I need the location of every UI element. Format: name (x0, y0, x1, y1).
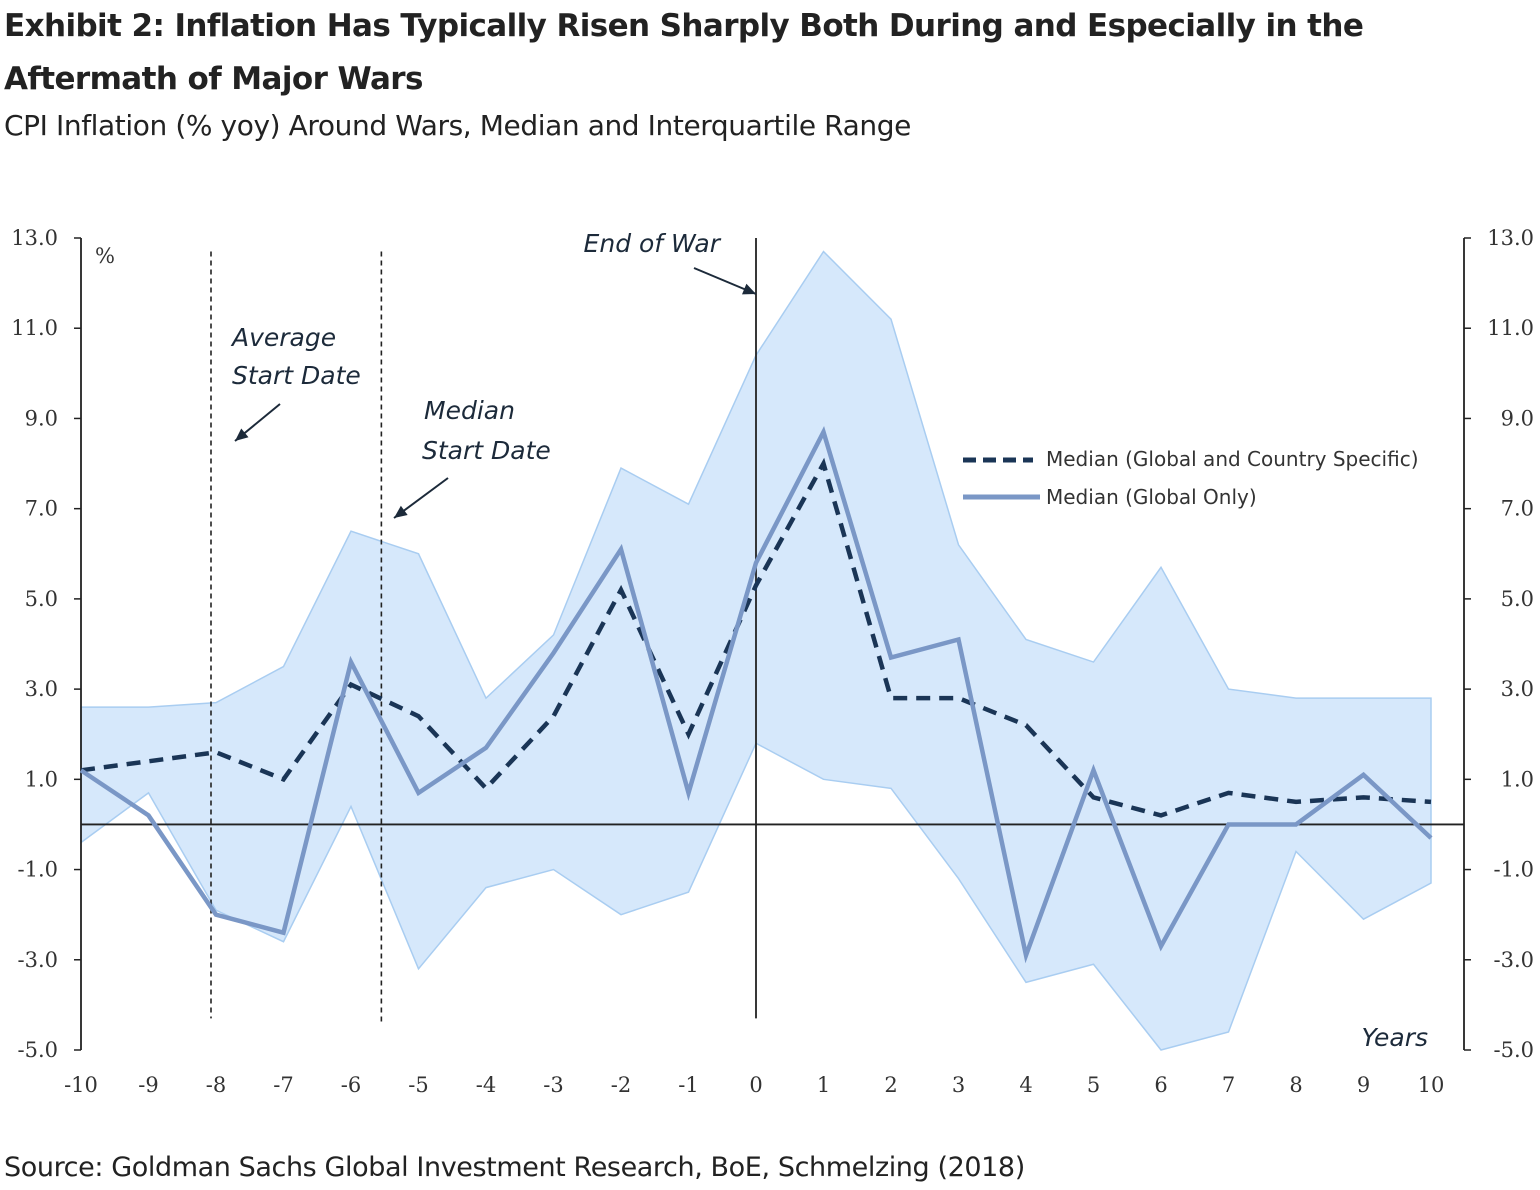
end-of-war-arrow (693, 267, 757, 295)
x-tick-label: -5 (408, 1073, 428, 1097)
end-of-war-annotation: End of War (584, 229, 722, 258)
y-tick-label-right: 3.0 (1501, 677, 1534, 701)
y-tick-label-left: 1.0 (25, 767, 58, 791)
x-tick-label: -10 (64, 1073, 98, 1097)
average-start-date-annotation-line2: Start Date (232, 361, 361, 390)
average-start-date-arrow-head (235, 428, 249, 441)
x-tick-label: -2 (611, 1073, 631, 1097)
end-of-war-arrow-head (742, 283, 756, 295)
x-tick-label: -3 (543, 1073, 563, 1097)
chart-subtitle: CPI Inflation (% yoy) Around Wars, Media… (4, 109, 911, 142)
y-tick-label-right: 13.0 (1487, 226, 1534, 250)
legend: Median (Global and Country Specific) Med… (963, 447, 1419, 509)
average-start-date-annotation-line1: Average (230, 323, 336, 352)
x-tick-label: 2 (884, 1073, 897, 1097)
y-tick-label-right: 5.0 (1501, 587, 1534, 611)
vertical-markers (210, 238, 757, 1023)
y-tick-label-left: 11.0 (11, 316, 58, 340)
x-tick-label: -9 (138, 1073, 158, 1097)
chart-title: Exhibit 2: Inflation Has Typically Risen… (4, 8, 1364, 97)
left-y-tick-labels: 13.0 11.0 9.0 7.0 5.0 3.0 1.0 -1.0 -3.0 -5.0 (11, 226, 81, 1062)
median-global-only-line (79, 425, 1433, 964)
y-tick-label-left: 9.0 (25, 406, 58, 430)
y-tick-label-left: -3.0 (18, 948, 59, 972)
annotation-arrows (234, 267, 757, 519)
y-tick-label-left: 3.0 (25, 677, 58, 701)
x-tick-label: -6 (341, 1073, 361, 1097)
y-tick-label-left: 5.0 (25, 587, 58, 611)
x-tick-label: -8 (206, 1073, 226, 1097)
y-tick-label-right: -1.0 (1494, 858, 1535, 882)
x-tick-label: 5 (1087, 1073, 1100, 1097)
source-note: Source: Goldman Sachs Global Investment … (4, 1152, 1025, 1183)
y-tick-label-right: -3.0 (1494, 948, 1535, 972)
x-tick-label: 7 (1222, 1073, 1235, 1097)
y-tick-label-right: 11.0 (1487, 316, 1534, 340)
x-tick-label: 1 (817, 1073, 830, 1097)
x-axis-title: Years (1361, 1023, 1428, 1052)
median-start-date-annotation-line2: Start Date (422, 436, 551, 465)
x-tick-label: -1 (678, 1073, 698, 1097)
median-start-date-arrow-head (394, 505, 408, 518)
right-y-tick-labels: 13.0 11.0 9.0 7.0 5.0 3.0 1.0 -1.0 -3.0 -5.0 (1464, 226, 1534, 1062)
legend-label-global-country: Median (Global and Country Specific) (1046, 447, 1419, 471)
y-tick-label-left: 13.0 (11, 226, 58, 250)
y-tick-label-right: 9.0 (1501, 406, 1534, 430)
y-tick-label-left: -5.0 (18, 1038, 59, 1062)
y-axis-unit-label: % (95, 244, 115, 268)
legend-label-global-only: Median (Global Only) (1046, 485, 1257, 509)
inflation-chart: 13.011.09.07.05.03.01.0-1.0-3.0-5.0 13.0… (11, 226, 1534, 1097)
median-start-date-arrow (393, 477, 449, 519)
x-tick-labels: -10 -9 -8 -7 -6 -5 -4 -3 -2 -1 0 1 2 3 4 5 6 7 8 9 10 (64, 1073, 1444, 1097)
median-global-country-line (80, 457, 1432, 818)
median-start-date-annotation-line1: Median (424, 396, 515, 425)
x-tick-label: 10 (1418, 1073, 1445, 1097)
y-tick-label-left: 7.0 (25, 497, 58, 521)
y-tick-label-right: 1.0 (1501, 767, 1534, 791)
y-tick-label-right: -5.0 (1494, 1038, 1535, 1062)
x-tick-label: 3 (952, 1073, 965, 1097)
x-tick-label: 8 (1289, 1073, 1302, 1097)
x-tick-label: -7 (273, 1073, 293, 1097)
x-tick-label: -4 (476, 1073, 496, 1097)
y-tick-label-left: -1.0 (18, 858, 59, 882)
x-tick-label: 0 (749, 1073, 762, 1097)
x-tick-label: 4 (1019, 1073, 1032, 1097)
x-tick-label: 9 (1357, 1073, 1370, 1097)
y-tick-label-right: 7.0 (1501, 497, 1534, 521)
x-tick-label: 6 (1154, 1073, 1167, 1097)
average-start-date-arrow (234, 403, 281, 442)
series-lines (79, 425, 1433, 964)
